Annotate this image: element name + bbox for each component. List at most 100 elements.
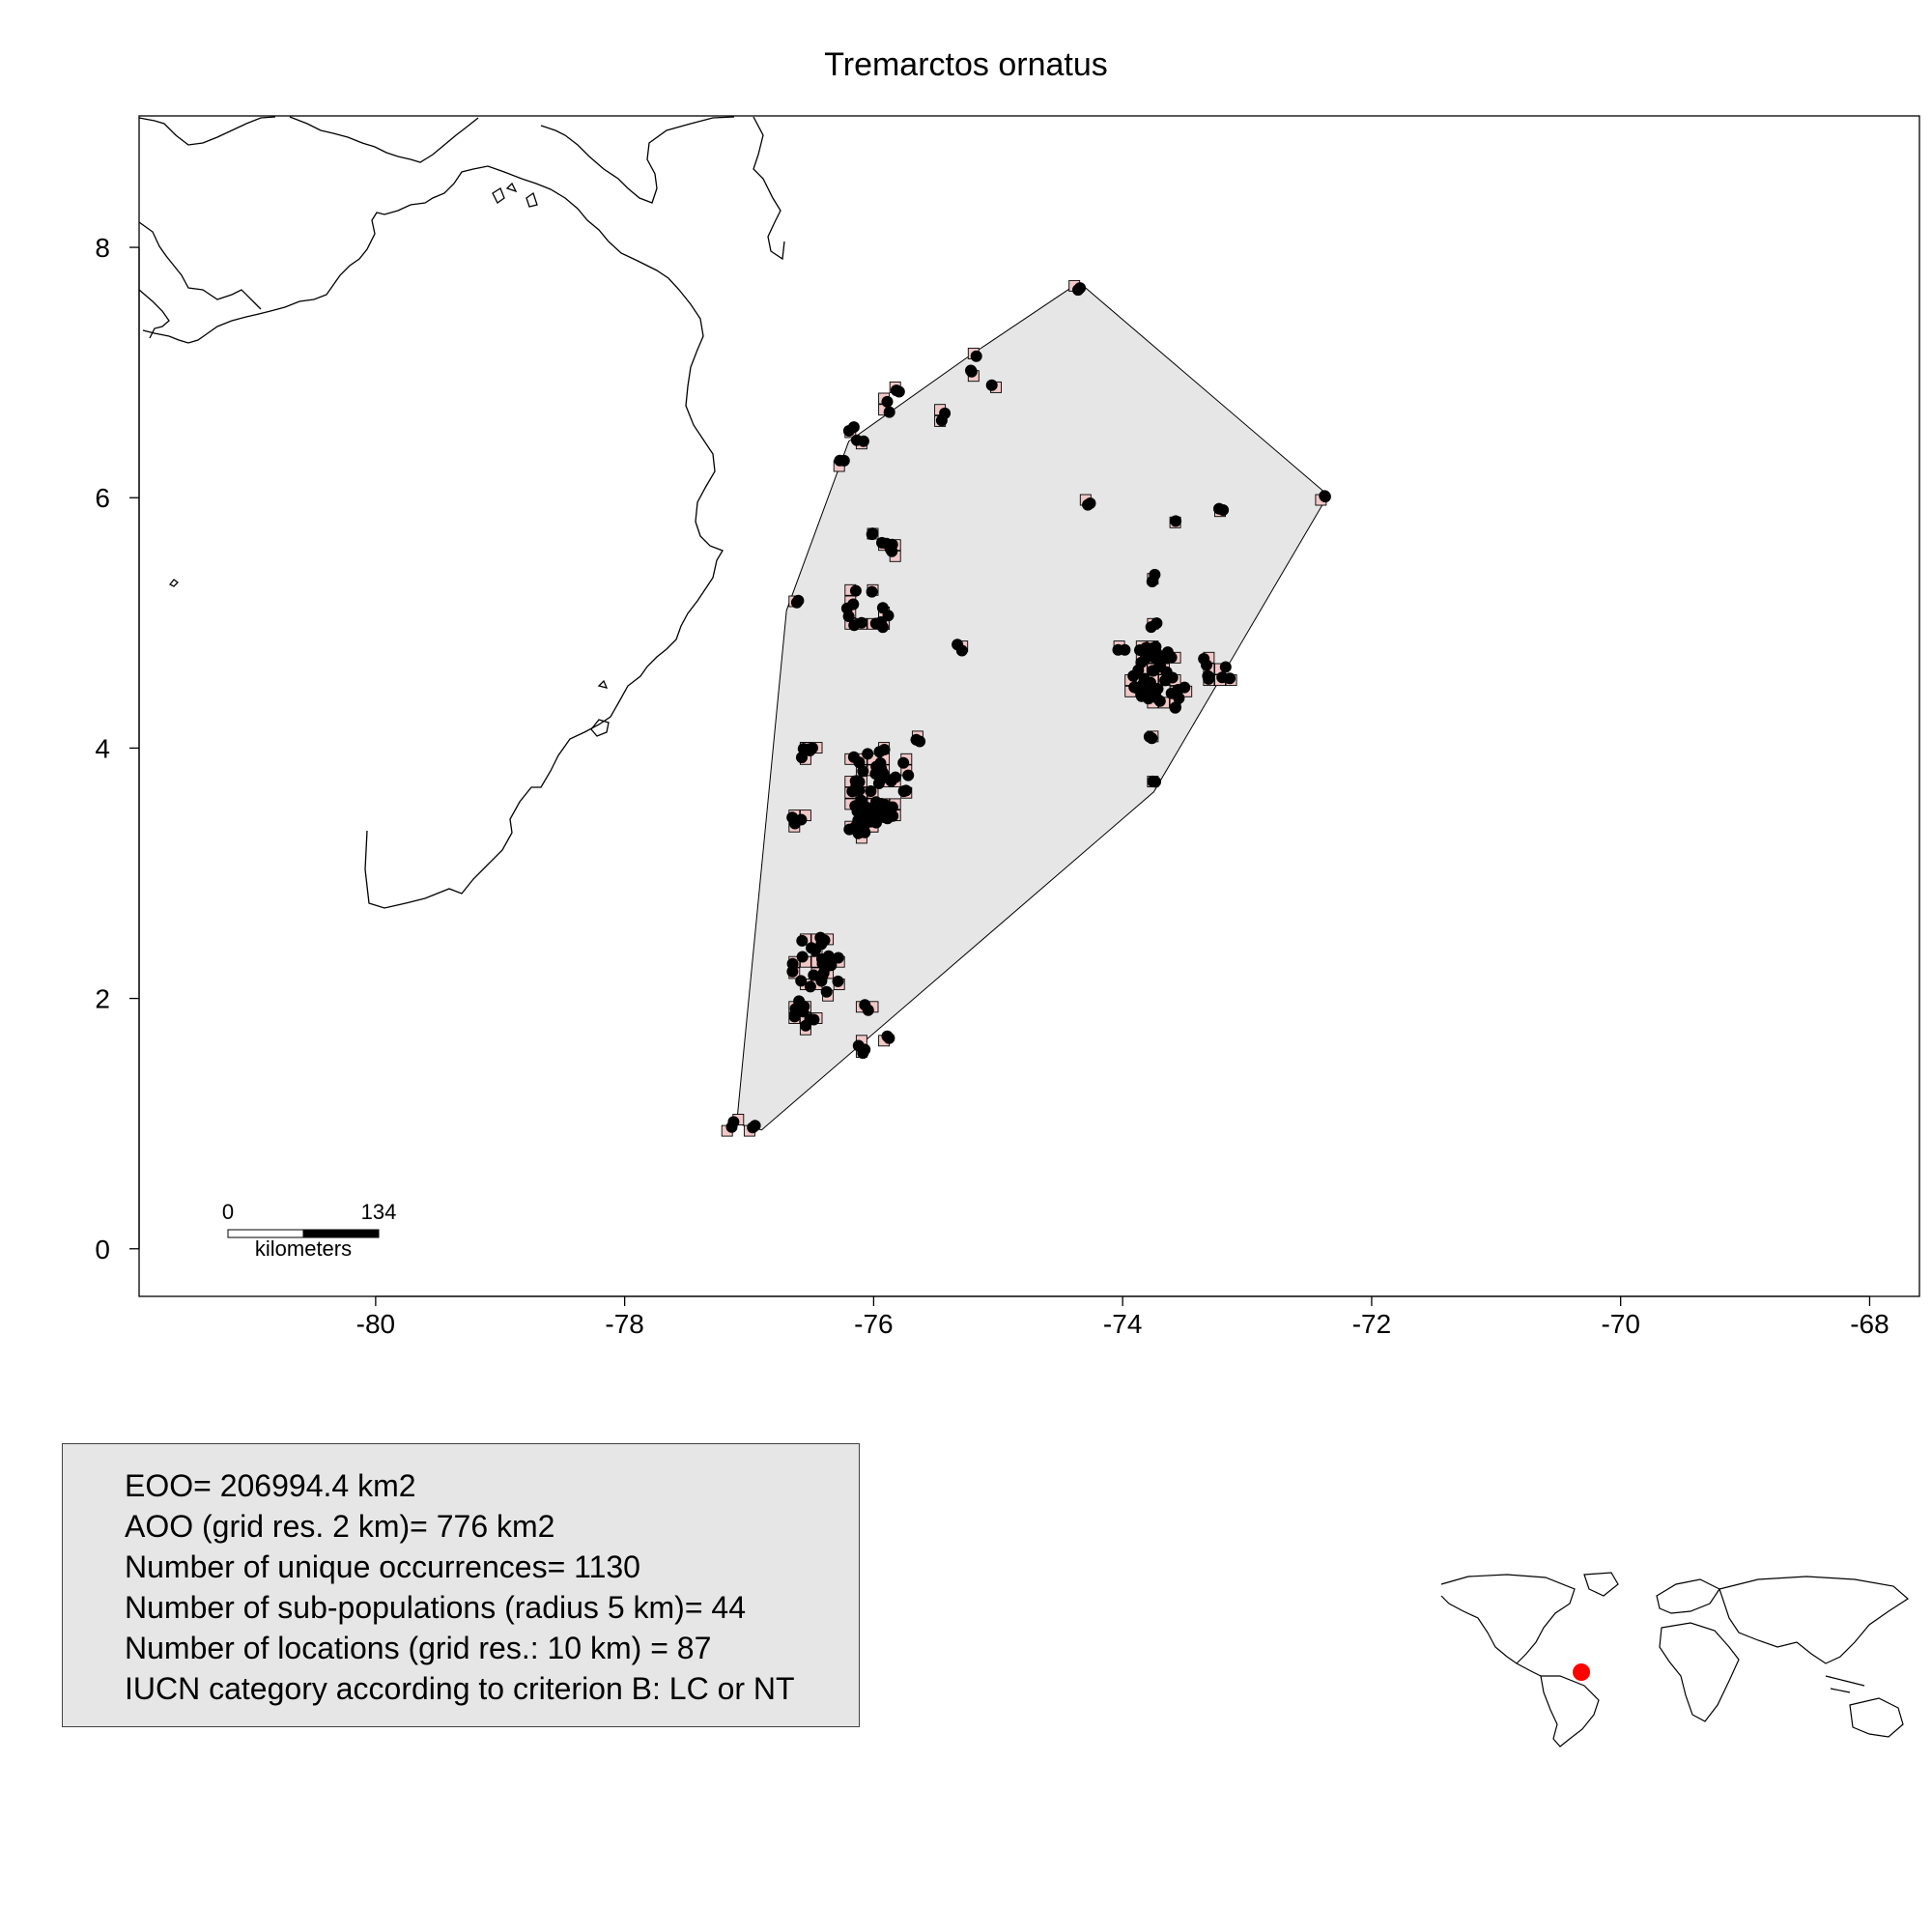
inset-background xyxy=(1439,1572,1913,1746)
bay-tumaco xyxy=(590,719,610,737)
inset-central-america xyxy=(1516,1662,1542,1677)
occurrence-point xyxy=(820,985,833,998)
inset-indonesia xyxy=(1825,1675,1865,1693)
occurrence-point xyxy=(796,752,808,764)
occurrence-point xyxy=(1128,681,1141,694)
occurrence-point xyxy=(1147,775,1159,787)
occurrence-point xyxy=(965,365,978,378)
scale-bar-end-label: 134 xyxy=(361,1200,397,1224)
occurrence-point xyxy=(1219,661,1232,673)
occurrence-point xyxy=(1112,643,1124,656)
occurrence-point xyxy=(886,545,898,557)
occurrence-point xyxy=(854,812,867,825)
occurrence-point xyxy=(1159,674,1172,687)
coastline-west-isthmus xyxy=(138,221,262,310)
occurrence-point xyxy=(866,585,878,598)
coastline-north xyxy=(138,116,276,146)
coastline xyxy=(138,116,785,909)
occurrence-point xyxy=(795,975,808,987)
y-axis: 0 2 4 6 8 xyxy=(95,233,140,1264)
occurrence-point xyxy=(1170,515,1182,527)
occurrence-point xyxy=(788,817,801,830)
inset-species-range xyxy=(1573,1663,1590,1681)
stat-aoo: AOO (grid res. 2 km)= 776 km2 xyxy=(125,1509,555,1544)
coastline-guajira xyxy=(753,116,785,261)
occurrence-point xyxy=(842,425,855,437)
inset-australia xyxy=(1849,1697,1904,1738)
inset-greenland xyxy=(1583,1572,1619,1597)
occurrence-point xyxy=(843,823,856,836)
occurrence-point xyxy=(786,965,799,978)
stat-eoo: EOO= 206994.4 km2 xyxy=(125,1468,416,1503)
occurrence-point xyxy=(793,996,806,1009)
occurrence-point xyxy=(847,751,860,763)
occurrence-point xyxy=(834,454,846,467)
occurrence-point xyxy=(1132,664,1145,676)
x-axis-tick-label: -76 xyxy=(854,1309,893,1339)
occurrence-point xyxy=(1216,671,1229,684)
occurrence-point xyxy=(796,951,809,963)
occurrence-point xyxy=(862,748,874,760)
occurrence-point xyxy=(985,379,998,391)
map-title: Tremarctos ornatus xyxy=(824,46,1108,83)
y-axis-tick-label: 0 xyxy=(95,1235,110,1264)
scale-bar-black-segment xyxy=(302,1229,380,1238)
occurrence-point xyxy=(873,746,886,758)
coastline-caribbean xyxy=(289,116,479,163)
stat-locations: Number of locations (grid res.: 10 km) =… xyxy=(125,1631,712,1665)
occurrence-point xyxy=(866,813,878,826)
occurrence-point xyxy=(897,756,910,769)
x-axis-tick-label: -72 xyxy=(1352,1309,1391,1339)
scale-bar: 0 134 kilometers xyxy=(222,1200,396,1261)
x-axis-tick-label: -80 xyxy=(356,1309,395,1339)
occurrence-point xyxy=(1146,576,1158,587)
island-coiba xyxy=(168,579,179,587)
occurrence-point xyxy=(853,784,866,797)
occurrence-point xyxy=(935,414,948,427)
occurrence-point xyxy=(1165,651,1178,664)
occurrence-point xyxy=(790,596,803,609)
occurrence-point xyxy=(796,934,809,947)
occurrence-point xyxy=(1165,687,1178,699)
occurrence-point xyxy=(832,975,844,987)
coastline-west-isthmus-2 xyxy=(138,289,170,339)
occurrence-point xyxy=(1198,653,1210,665)
occurrence-point xyxy=(902,769,915,781)
occurrence-point xyxy=(870,760,883,773)
occurrence-point xyxy=(1082,498,1094,511)
inset-asia xyxy=(1719,1576,1909,1664)
stat-unique-occurrences: Number of unique occurrences= 1130 xyxy=(125,1549,640,1584)
occurrence-point xyxy=(1213,502,1225,515)
occurrence-point xyxy=(1319,490,1331,502)
occurrence-point xyxy=(899,784,912,797)
x-axis-tick-label: -68 xyxy=(1850,1309,1889,1339)
inset-north-america xyxy=(1440,1574,1576,1664)
occurrence-point xyxy=(855,616,867,629)
occurrence-point xyxy=(865,785,877,797)
occurrence-point xyxy=(859,826,871,838)
occurrence-point xyxy=(815,975,828,987)
occurrence-point xyxy=(881,807,894,819)
world-inset-map xyxy=(1439,1572,1913,1747)
inset-africa xyxy=(1659,1622,1740,1722)
y-axis-tick-label: 6 xyxy=(95,483,110,513)
occurrence-point xyxy=(1146,688,1157,700)
occurrence-point xyxy=(840,602,853,614)
occurrence-point xyxy=(851,434,863,446)
inset-landmasses xyxy=(1440,1572,1909,1747)
occurrence-point xyxy=(881,1030,894,1042)
occurrence-point xyxy=(1144,646,1156,659)
scale-bar-start-label: 0 xyxy=(222,1200,234,1224)
occurrence-point xyxy=(881,395,894,408)
occurrence-point xyxy=(849,584,862,597)
occurrence-point xyxy=(1179,681,1191,694)
occurrence-point xyxy=(849,800,862,812)
y-axis-tick-label: 8 xyxy=(95,233,110,263)
occurrence-point xyxy=(806,942,817,954)
occurrence-point xyxy=(867,527,879,540)
occurrence-point xyxy=(882,610,895,622)
occurrence-point xyxy=(823,954,836,967)
occurrence-point xyxy=(1170,701,1181,714)
occurrence-point xyxy=(804,980,816,993)
